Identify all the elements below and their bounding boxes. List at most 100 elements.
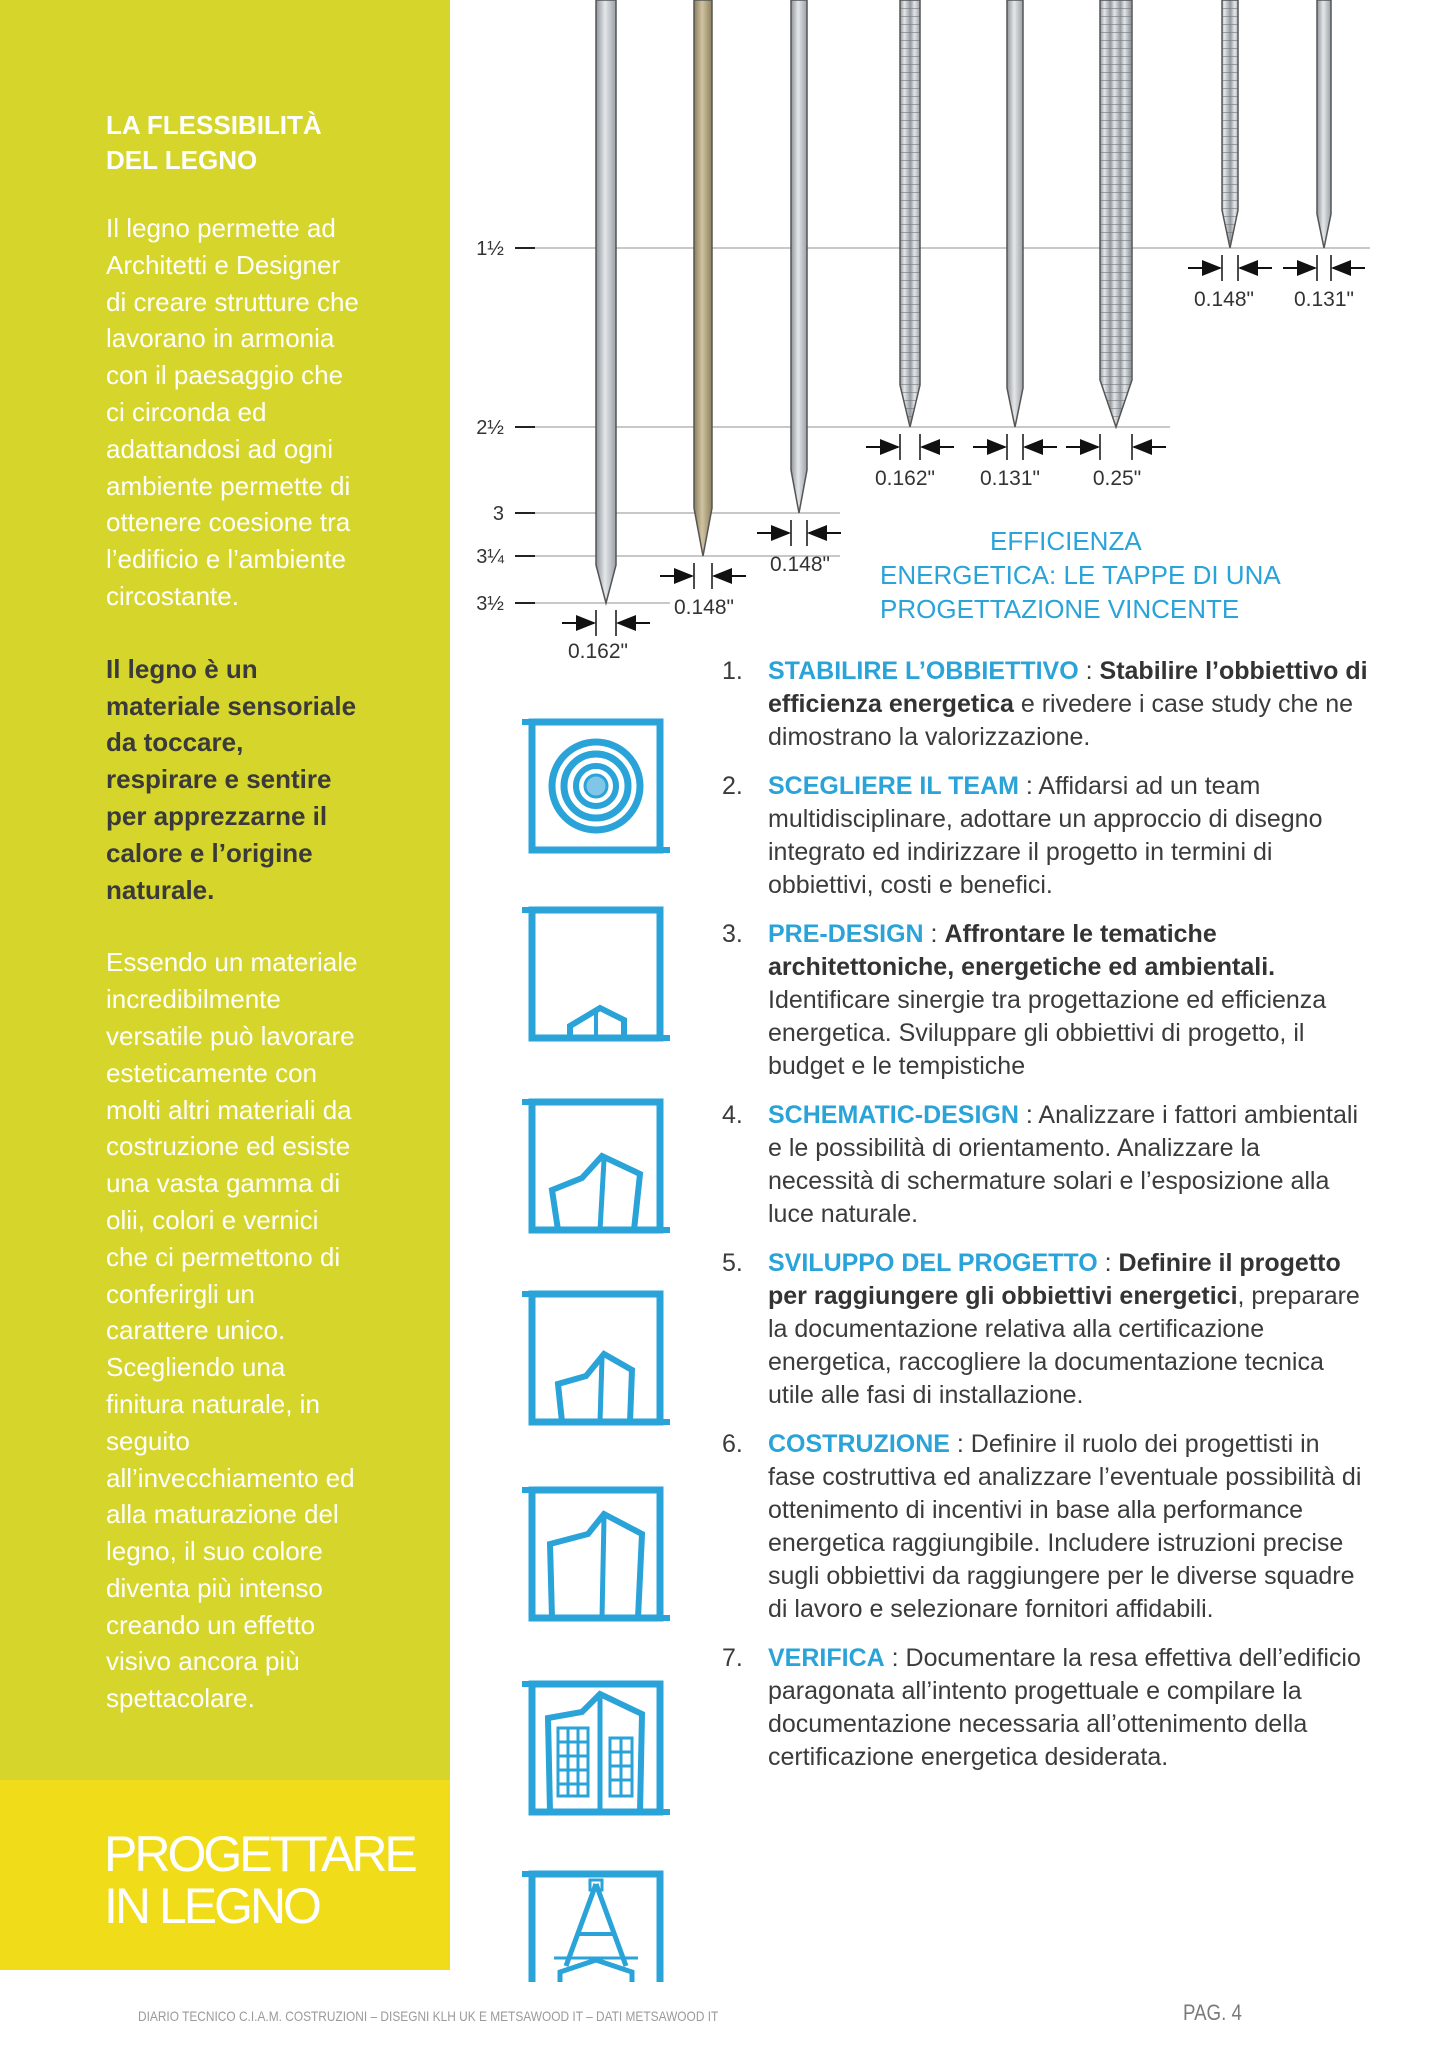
house-outline-icon bbox=[522, 1290, 670, 1426]
dimension-ticks bbox=[595, 255, 1332, 636]
text-line: Essendo un materiale bbox=[106, 947, 358, 978]
text-line: incredibilmente bbox=[106, 984, 281, 1015]
sidebar-heading: LA FLESSIBILITÀ DEL LEGNO bbox=[106, 108, 436, 178]
step-title: SVILUPPO DEL PROGETTO bbox=[768, 1249, 1098, 1277]
list-item: 2. SCEGLIERE IL TEAM : Affidarsi ad un t… bbox=[712, 770, 1372, 902]
text-line: Architetti e Designer bbox=[106, 249, 341, 280]
diameter-label: 0.148" bbox=[674, 596, 734, 619]
text-line: molti altri materiali da bbox=[106, 1094, 352, 1125]
text-line: adattandosi ad ogni bbox=[106, 433, 333, 464]
step-text: Affidarsi ad un team multidisciplinare, … bbox=[768, 772, 1323, 899]
sidebar: LA FLESSIBILITÀ DEL LEGNO Il legno perme… bbox=[0, 0, 450, 1970]
step-text: e rivedere i case study che ne dimostran… bbox=[768, 690, 1354, 751]
step-text: Analizzare i fattori ambientali e le pos… bbox=[768, 1101, 1358, 1228]
house-roof-icon bbox=[522, 906, 670, 1042]
text-line: legno, il suo colore bbox=[106, 1536, 323, 1567]
sidebar-paragraph-3: Essendo un materiale incredibilmente ver… bbox=[106, 944, 436, 1717]
text-line: ambiente permette di bbox=[106, 470, 351, 501]
dimension-arrows bbox=[562, 260, 1365, 631]
step-title: STABILIRE L’OBBIETTIVO bbox=[768, 657, 1079, 685]
text-line: con il paesaggio che bbox=[106, 360, 344, 391]
step-number: 6. bbox=[722, 1430, 743, 1458]
text-line: seguito bbox=[106, 1425, 190, 1456]
sidebar-paragraph-2: Il legno è un materiale sensoriale da to… bbox=[106, 651, 436, 909]
heading-line: PROGETTAZIONE VINCENTE bbox=[880, 594, 1240, 624]
text-line: creando un effetto bbox=[106, 1609, 316, 1640]
text-line: materiale sensoriale bbox=[106, 690, 357, 721]
text-line: all’invecchiamento ed bbox=[106, 1462, 355, 1493]
diameter-label: 0.162" bbox=[875, 467, 935, 490]
list-item: 7. VERIFICA : Documentare la resa effett… bbox=[712, 1642, 1372, 1774]
text-line: respirare e sentire bbox=[106, 764, 332, 795]
title-line: PROGETTARE bbox=[104, 1826, 418, 1882]
step-bold-text: Affrontare le tematiche architettoniche,… bbox=[768, 920, 1276, 981]
step-text: Definire il ruolo dei progettisti in fas… bbox=[768, 1430, 1362, 1623]
text-line: che ci permettono di bbox=[106, 1241, 341, 1272]
sidebar-paragraph-1: Il legno permette ad Architetti e Design… bbox=[106, 210, 436, 615]
section-heading: EFFICIENZA ENERGETICA: LE TAPPE DI UNA P… bbox=[880, 524, 1400, 626]
step-bold-text: Stabilire l’obbiettivo di efficienza ene… bbox=[768, 657, 1368, 718]
step-separator: : bbox=[1078, 657, 1100, 685]
text-line: carattere unico. bbox=[106, 1315, 286, 1346]
step-separator: : bbox=[1097, 1249, 1119, 1277]
step-number: 5. bbox=[722, 1249, 743, 1277]
step-separator: : bbox=[884, 1644, 906, 1672]
step-title: PRE-DESIGN bbox=[768, 920, 924, 948]
diameter-label: 0.25" bbox=[1093, 467, 1141, 490]
list-item: 5. SVILUPPO DEL PROGETTO : Definire il p… bbox=[712, 1247, 1372, 1412]
title-line: IN LEGNO bbox=[104, 1878, 322, 1934]
list-item: 3. PRE-DESIGN : Affrontare le tematiche … bbox=[712, 918, 1372, 1083]
text-line: olii, colori e vernici bbox=[106, 1204, 319, 1235]
text-line: visivo ancora più bbox=[106, 1646, 300, 1677]
text-line: una vasta gamma di bbox=[106, 1168, 341, 1199]
step-title: VERIFICA bbox=[768, 1644, 885, 1672]
house-sketch-icon bbox=[522, 1098, 670, 1234]
text-line: versatile può lavorare bbox=[106, 1020, 355, 1051]
nail bbox=[790, 0, 808, 514]
footer-credits: DIARIO TECNICO C.I.A.M. COSTRUZIONI – DI… bbox=[138, 2008, 719, 2024]
text-line: l’edificio e l’ambiente bbox=[106, 544, 346, 575]
sidebar-title-band bbox=[0, 1780, 450, 1970]
nail bbox=[1006, 0, 1024, 428]
nail bbox=[1221, 0, 1239, 249]
diameter-labels: 0.162" 0.148" 0.148" 0.162" 0.131" 0.25"… bbox=[568, 288, 1354, 660]
nail bbox=[595, 0, 617, 606]
text-line: da toccare, bbox=[106, 727, 244, 758]
text-line: conferirgli un bbox=[106, 1278, 255, 1309]
text-line: calore e l’origine bbox=[106, 837, 313, 868]
diameter-label: 0.131" bbox=[1294, 288, 1354, 311]
diameter-label: 0.162" bbox=[568, 640, 628, 660]
nail bbox=[1316, 0, 1332, 249]
text-line: circostante. bbox=[106, 580, 239, 611]
text-line: Il legno permette ad bbox=[106, 213, 336, 243]
list-item: 6. COSTRUZIONE : Definire il ruolo dei p… bbox=[712, 1428, 1372, 1626]
length-label: 1½ bbox=[476, 238, 504, 260]
list-item: 4. SCHEMATIC-DESIGN : Analizzare i fatto… bbox=[712, 1099, 1372, 1231]
length-labels: 1½ 2½ 3 3¼ 3½ bbox=[476, 238, 504, 615]
text-line: finitura naturale, in bbox=[106, 1388, 320, 1419]
text-line: Scegliendo una bbox=[106, 1352, 286, 1383]
step-title: COSTRUZIONE bbox=[768, 1430, 950, 1458]
step-separator: : bbox=[1018, 1101, 1039, 1129]
text-line: spettacolare. bbox=[106, 1683, 255, 1714]
step-number: 2. bbox=[722, 772, 743, 800]
sidebar-heading-line: LA FLESSIBILITÀ bbox=[106, 110, 322, 140]
nail-size-diagram: 1½ 2½ 3 3¼ 3½ bbox=[476, 0, 1370, 660]
step-separator: : bbox=[923, 920, 945, 948]
architect-compass-icon bbox=[522, 1870, 664, 1982]
length-label: 3½ bbox=[476, 593, 504, 615]
diameter-label: 0.148" bbox=[1194, 288, 1254, 311]
nail bbox=[693, 0, 713, 557]
sidebar-heading-line: DEL LEGNO bbox=[106, 145, 258, 175]
diameter-label: 0.131" bbox=[980, 467, 1040, 490]
text-line: ottenere coesione tra bbox=[106, 507, 351, 538]
text-line: Il legno è un bbox=[106, 653, 258, 684]
step-separator: : bbox=[949, 1430, 971, 1458]
step-number: 4. bbox=[722, 1101, 743, 1129]
house-frame-icon bbox=[522, 1486, 670, 1622]
step-separator: : bbox=[1018, 772, 1039, 800]
ruler-ticks bbox=[515, 247, 535, 604]
nail bbox=[1099, 0, 1133, 430]
step-text: , preparare la documentazione relativa a… bbox=[768, 1282, 1360, 1409]
step-title: SCEGLIERE IL TEAM bbox=[768, 772, 1019, 800]
